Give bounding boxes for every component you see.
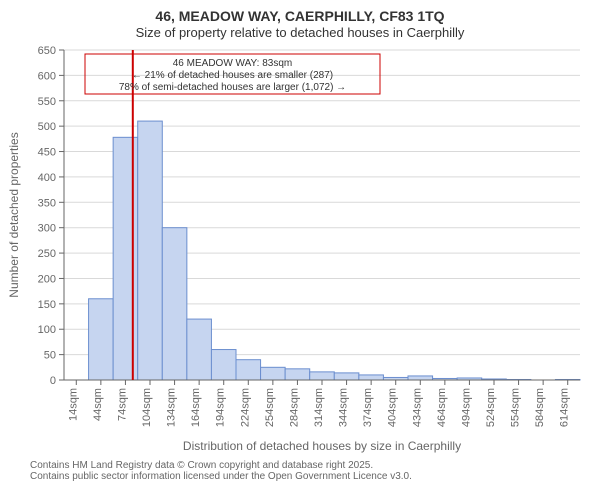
x-tick-label: 284sqm (288, 388, 300, 427)
annotation-line-1: 46 MEADOW WAY: 83sqm (173, 58, 292, 69)
x-tick-label: 494sqm (460, 388, 472, 427)
y-tick-label: 300 (38, 223, 56, 235)
histogram-bar (334, 373, 359, 380)
x-tick-label: 344sqm (338, 388, 350, 427)
x-tick-label: 74sqm (116, 388, 128, 421)
y-tick-label: 400 (38, 172, 56, 184)
histogram-bar (236, 360, 261, 380)
x-tick-label: 104sqm (141, 388, 153, 427)
x-tick-label: 614sqm (559, 388, 571, 427)
histogram-bar (89, 299, 114, 380)
x-tick-label: 374sqm (362, 388, 374, 427)
y-tick-label: 350 (38, 197, 56, 209)
histogram-bar (285, 369, 310, 380)
x-tick-label: 584sqm (534, 388, 546, 427)
x-tick-label: 434sqm (411, 388, 423, 427)
chart-svg: 0 50 100 150 200 250 300 350 400 450 500 550 600 650 1… (0, 40, 600, 460)
histogram-bar (138, 121, 163, 380)
x-tick-label: 554sqm (510, 388, 522, 427)
y-tick-label: 200 (38, 273, 56, 285)
chart-container: 46, MEADOW WAY, CAERPHILLY, CF83 1TQ Siz… (0, 0, 600, 500)
x-tick-label: 224sqm (239, 388, 251, 427)
footer-line-1: Contains HM Land Registry data © Crown c… (0, 460, 600, 471)
histogram-bar (162, 228, 187, 380)
x-tick-label: 134sqm (166, 388, 178, 427)
x-axis-label: Distribution of detached houses by size … (183, 439, 461, 453)
y-tick-label: 650 (38, 45, 56, 57)
y-tick-label: 50 (44, 350, 56, 362)
histogram-bar (113, 137, 138, 380)
y-tick-label: 0 (50, 375, 56, 387)
x-tick-label: 404sqm (387, 388, 399, 427)
x-tick-label: 254sqm (264, 388, 276, 427)
annotation-line-2: ← 21% of detached houses are smaller (28… (132, 70, 333, 81)
x-tick-label: 44sqm (92, 388, 104, 421)
y-tick-label: 100 (38, 324, 56, 336)
annotation-line-3: 78% of semi-detached houses are larger (… (119, 82, 346, 93)
y-tick-label: 500 (38, 121, 56, 133)
x-tick-label: 524sqm (485, 388, 497, 427)
x-tick-label: 194sqm (215, 388, 227, 427)
y-tick-label: 150 (38, 299, 56, 311)
histogram-bar (408, 376, 433, 380)
histogram-bar (261, 367, 286, 380)
y-tick-label: 600 (38, 70, 56, 82)
y-tick-label: 450 (38, 147, 56, 159)
histogram-bar (310, 372, 335, 380)
y-tick-label: 250 (38, 248, 56, 260)
histogram-bar (359, 375, 384, 380)
y-axis-label: Number of detached properties (7, 132, 21, 297)
chart-title-main: 46, MEADOW WAY, CAERPHILLY, CF83 1TQ (0, 0, 600, 24)
x-tick-label: 464sqm (436, 388, 448, 427)
chart-title-sub: Size of property relative to detached ho… (0, 24, 600, 40)
footer-line-2: Contains public sector information licen… (0, 471, 600, 482)
x-tick-label: 314sqm (313, 388, 325, 427)
x-tick-label: 164sqm (190, 388, 202, 427)
x-tick-label: 14sqm (67, 388, 79, 421)
histogram-bar (211, 350, 236, 380)
y-tick-label: 550 (38, 96, 56, 108)
histogram-bar (187, 319, 212, 380)
